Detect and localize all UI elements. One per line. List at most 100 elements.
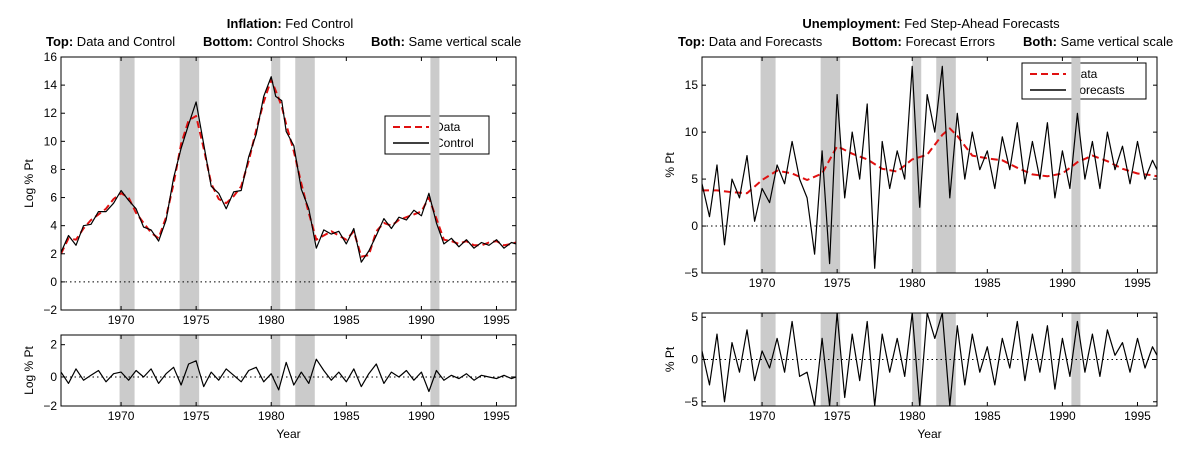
unemployment-bottom-series-0-line [702,313,1157,406]
unemployment-title-bold: Unemployment: [802,16,900,31]
unemployment-legend-label-1: Forecasts [1072,83,1125,97]
unemployment-top-xtick-label: 1990 [1049,276,1076,290]
unemployment-top-ytick-label: 15 [685,78,699,92]
inflation-bottom-ytick-label: 2 [50,338,57,352]
unemployment-top-axes-box [701,56,1158,274]
inflation-title: Inflation: Fed Control [227,16,354,31]
inflation-top-ytick-label: 4 [50,219,57,233]
inflation-sublabel-0: Top: Data and Control [46,34,175,49]
unemployment-top-ylabel: % Pt [663,152,677,178]
inflation-xlabel: Year [276,427,300,441]
unemployment-bottom-ytick-label: 5 [691,310,698,324]
unemployment-top-recession-band [820,57,841,273]
unemployment-title: Unemployment: Fed Step-Ahead Forecasts [802,16,1060,31]
unemployment-top-ytick-label: 0 [691,219,698,233]
inflation-bottom-xtick-label: 1980 [258,409,285,423]
unemployment-top-recession-band [912,57,922,273]
unemployment-top-xtick-label: 1985 [974,276,1001,290]
inflation-top-ytick-label: 14 [44,78,58,92]
inflation-top-panel: 1970 1975 1980 1985 1990 1995 −2 0 2 4 6 8 10 12 14 16 L… [22,50,517,327]
unemployment-bottom-ylabel: % Pt [663,346,677,372]
inflation-top-xtick-label: 1985 [333,313,360,327]
inflation-top-ytick-label: 0 [50,275,57,289]
inflation-top-ytick-label: −2 [43,303,57,317]
inflation-top-ylabel: Log % Pt [22,158,36,207]
inflation-bottom-recession-band [430,335,440,406]
unemployment-top-panel: 1970 1975 1980 1985 1990 1995 −5 0 5 10 15 % Pt [663,56,1158,290]
unemployment-top-recession-band [760,57,776,273]
unemployment-chart: Unemployment: Fed Step-Ahead Forecasts To… [678,16,1173,441]
inflation-bottom-axes-box [60,334,517,407]
inflation-bottom-ytick-label: −2 [43,399,57,413]
unemployment-top-series-0-line [702,127,1157,195]
inflation-sublabel-2-text: Same vertical scale [405,34,521,49]
inflation-bottom-recession-band [295,335,315,406]
unemployment-top-ytick-label: 5 [691,172,698,186]
unemployment-top-ytick-label: −5 [684,266,698,280]
inflation-title-rest: Fed Control [282,16,354,31]
inflation-sublabel-0-bold: Top: [46,34,73,49]
inflation-sublabel-1-text: Control Shocks [253,34,345,49]
inflation-sublabel-1: Bottom: Control Shocks [203,34,345,49]
unemployment-top-xtick-label: 1980 [899,276,926,290]
inflation-top-ytick-label: 16 [44,50,58,64]
inflation-bottom-xtick-label: 1975 [183,409,210,423]
inflation-chart: Inflation: Fed Control Top: Data and Cont… [46,16,521,441]
inflation-sublabel-2: Both: Same vertical scale [371,34,521,49]
unemployment-top-xtick-label: 1975 [824,276,851,290]
inflation-top-ytick-label: 2 [50,247,57,261]
inflation-top-ytick-label: 8 [50,162,57,176]
unemployment-bottom-panel: 1970 1975 1980 1985 1990 1995 −5 0 5 % Pt [663,310,1158,423]
inflation-top-xtick-label: 1970 [108,313,135,327]
unemployment-sublabel-0-bold: Top: [678,34,705,49]
unemployment-sublabel-1-text: Forecast Errors [902,34,996,49]
inflation-legend-label-1: Control [435,136,474,150]
inflation-bottom-recession-band [179,335,200,406]
inflation-sublabel-2-bold: Both: [371,34,405,49]
unemployment-top-recession-band [1071,57,1081,273]
inflation-top-xtick-label: 1990 [408,313,435,327]
inflation-top-series-1-line [61,76,516,263]
unemployment-bottom-recession-band [912,313,922,406]
inflation-top-recession-band [119,57,135,310]
unemployment-bottom-xtick-label: 1980 [899,409,926,423]
unemployment-sublabel-2-text: Same vertical scale [1057,34,1173,49]
inflation-top-recession-band [271,57,281,310]
unemployment-bottom-recession-band [760,313,776,406]
inflation-top-recession-band [295,57,315,310]
inflation-top-axes-box [60,56,517,311]
inflation-bottom-ylabel: Log % Pt [22,345,36,394]
unemployment-sublabel-2-bold: Both: [1023,34,1057,49]
inflation-bottom-recession-band [119,335,135,406]
inflation-bottom-xtick-label: 1990 [408,409,435,423]
unemployment-sublabel-0: Top: Data and Forecasts [678,34,823,49]
inflation-bottom-recession-band [271,335,281,406]
unemployment-bottom-xtick-label: 1985 [974,409,1001,423]
inflation-legend-label-0: Data [435,120,461,134]
unemployment-bottom-ytick-label: −5 [684,395,698,409]
inflation-top-series-0-line [61,78,516,258]
unemployment-bottom-xtick-label: 1975 [824,409,851,423]
inflation-top-xtick-label: 1995 [483,313,510,327]
inflation-bottom-xtick-label: 1970 [108,409,135,423]
inflation-top-xtick-label: 1980 [258,313,285,327]
inflation-top-recession-band [179,57,200,310]
inflation-bottom-ytick-label: 0 [50,370,57,384]
inflation-top-recession-band [430,57,440,310]
unemployment-top-ytick-label: 10 [685,125,699,139]
unemployment-bottom-xtick-label: 1990 [1049,409,1076,423]
unemployment-title-rest: Fed Step-Ahead Forecasts [901,16,1060,31]
inflation-bottom-series-0-line [61,358,516,393]
inflation-top-xtick-label: 1975 [183,313,210,327]
inflation-title-bold: Inflation: [227,16,282,31]
inflation-top-ytick-label: 12 [44,106,58,120]
unemployment-xlabel: Year [917,427,941,441]
unemployment-sublabel-1-bold: Bottom: [852,34,902,49]
inflation-bottom-xtick-label: 1995 [483,409,510,423]
unemployment-bottom-xtick-label: 1970 [749,409,776,423]
unemployment-sublabel-2: Both: Same vertical scale [1023,34,1173,49]
unemployment-bottom-xtick-label: 1995 [1124,409,1151,423]
unemployment-top-recession-band [936,57,956,273]
